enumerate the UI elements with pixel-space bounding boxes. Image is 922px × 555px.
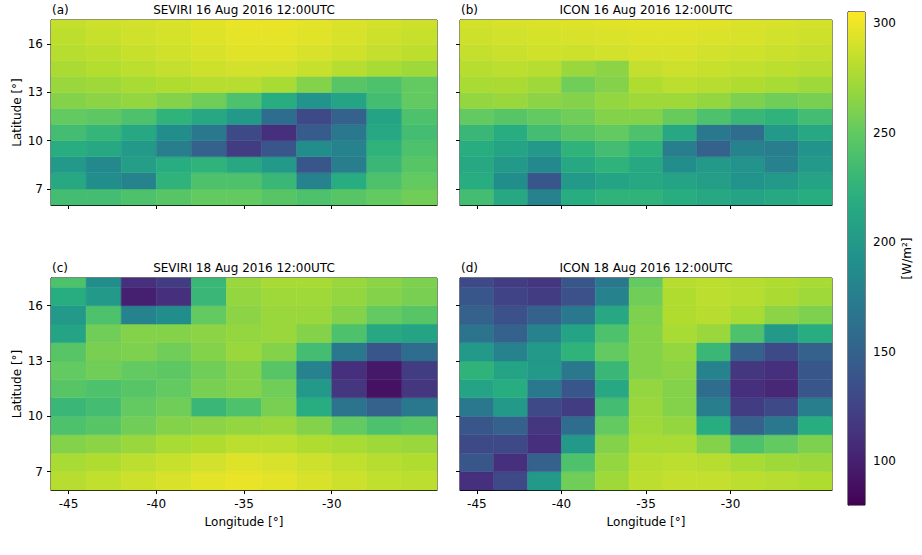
svg-text:16: 16: [28, 299, 43, 313]
svg-text:SEVIRI 18 Aug 2016 12:00UTC: SEVIRI 18 Aug 2016 12:00UTC: [153, 261, 335, 275]
svg-text:200: 200: [873, 235, 896, 249]
svg-text:-40: -40: [552, 497, 572, 511]
svg-text:Latitude [°]: Latitude [°]: [10, 350, 24, 419]
svg-text:150: 150: [873, 345, 896, 359]
svg-text:-30: -30: [322, 497, 342, 511]
svg-text:ICON 16 Aug 2016 12:00UTC: ICON 16 Aug 2016 12:00UTC: [559, 3, 732, 17]
svg-text:-35: -35: [636, 497, 656, 511]
svg-text:-45: -45: [59, 497, 79, 511]
svg-text:SEVIRI 16 Aug 2016 12:00UTC: SEVIRI 16 Aug 2016 12:00UTC: [153, 3, 335, 17]
svg-text:Longitude [°]: Longitude [°]: [205, 515, 284, 529]
svg-text:[W/m²]: [W/m²]: [900, 238, 914, 280]
svg-text:13: 13: [28, 85, 43, 99]
svg-text:Longitude [°]: Longitude [°]: [607, 515, 686, 529]
svg-text:7: 7: [35, 182, 43, 196]
svg-text:ICON 18 Aug 2016 12:00UTC: ICON 18 Aug 2016 12:00UTC: [559, 261, 732, 275]
svg-text:16: 16: [28, 37, 43, 51]
svg-text:-40: -40: [146, 497, 166, 511]
svg-text:100: 100: [873, 454, 896, 468]
svg-text:7: 7: [35, 465, 43, 479]
svg-text:Latitude [°]: Latitude [°]: [10, 78, 24, 147]
svg-text:(c): (c): [52, 261, 68, 275]
svg-text:-35: -35: [234, 497, 254, 511]
svg-text:-30: -30: [721, 497, 741, 511]
svg-text:(b): (b): [461, 3, 478, 17]
svg-text:-45: -45: [467, 497, 487, 511]
svg-text:300: 300: [873, 16, 896, 30]
svg-text:10: 10: [28, 134, 43, 148]
svg-text:(d): (d): [461, 261, 478, 275]
svg-text:10: 10: [28, 409, 43, 423]
svg-text:(a): (a): [52, 3, 69, 17]
svg-text:250: 250: [873, 126, 896, 140]
svg-text:13: 13: [28, 354, 43, 368]
